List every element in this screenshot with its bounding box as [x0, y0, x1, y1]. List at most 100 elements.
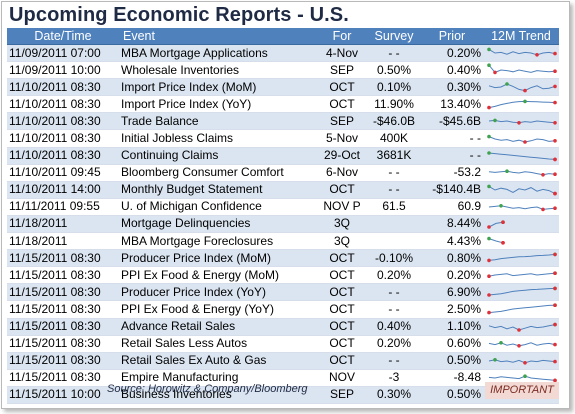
column-header-event: Event	[119, 28, 317, 45]
date-cell: 11/10/2011 09:45	[7, 164, 119, 182]
date-cell: 11/15/2011 08:30	[7, 318, 119, 336]
for-cell: OCT	[317, 335, 367, 353]
prior-cell: 1.10%	[421, 318, 483, 336]
trend-last-marker	[553, 322, 557, 326]
trend-last-marker	[553, 191, 557, 196]
trend-last-marker	[553, 252, 557, 257]
trend-line	[488, 375, 556, 381]
for-cell: OCT	[317, 352, 367, 370]
trend-line	[488, 101, 556, 109]
trend-last-marker	[553, 303, 557, 308]
table-row: 11/09/2011 07:00 MBA Mortgage Application…	[7, 44, 559, 63]
survey-cell: 0.50%	[367, 61, 421, 80]
column-header-survey: Survey	[367, 28, 421, 45]
trend-cell	[483, 266, 559, 285]
trend-low-marker	[517, 327, 521, 332]
table-row: 11/18/2011 MBA Mortgage Foreclosures 3Q 4.4…	[7, 232, 559, 251]
date-cell: 11/18/2011	[7, 215, 119, 234]
trend-line	[488, 185, 556, 194]
prior-cell: 0.50%	[421, 386, 483, 404]
trend-low-marker	[535, 53, 539, 57]
trend-last-marker	[553, 342, 557, 347]
trend-line	[488, 238, 504, 244]
trend-last-marker	[553, 286, 557, 291]
column-header-date-time: Date/Time	[7, 28, 119, 45]
event-cell: Mortgage Delinquencies	[119, 215, 317, 234]
trend-cell	[483, 95, 559, 114]
trend-low-marker	[541, 172, 545, 177]
prior-cell: 0.20%	[421, 44, 483, 63]
prior-cell: - -	[421, 129, 483, 148]
table-row: 11/10/2011 08:30 Continuing Claims 29-Oct 3…	[7, 147, 559, 165]
survey-cell	[367, 215, 421, 234]
trend-last-marker	[553, 206, 557, 210]
for-cell: 29-Oct	[317, 147, 367, 165]
trend-high-marker	[505, 169, 509, 173]
table-row: 11/18/2011 Mortgage Delinquencies 3Q 8.44%	[7, 215, 559, 234]
table-row: 11/15/2011 08:30 PPI Ex Food & Energy (Yo…	[7, 300, 559, 319]
trend-line	[488, 323, 556, 331]
date-cell: 11/15/2011 08:30	[7, 300, 119, 319]
trend-low-marker	[487, 106, 491, 110]
survey-cell: 0.20%	[367, 335, 421, 353]
prior-cell: 13.40%	[421, 95, 483, 114]
trend-high-marker	[505, 82, 509, 87]
table-body: 11/09/2011 07:00 MBA Mortgage Application…	[7, 44, 559, 404]
trend-high-marker	[487, 134, 491, 138]
trend-low-marker	[517, 343, 521, 348]
trend-line	[488, 254, 556, 262]
trend-low-marker	[487, 225, 491, 229]
column-header-prior: Prior	[421, 28, 483, 45]
trend-last-marker	[553, 359, 557, 364]
survey-cell: -3	[367, 369, 421, 387]
prior-cell: -$45.6B	[421, 112, 483, 131]
trend-line	[488, 288, 556, 296]
table-row: 11/09/2011 10:00 Wholesale Inventories SEP…	[7, 61, 559, 80]
event-cell: Producer Price Index (YoY)	[119, 283, 317, 302]
event-cell: Trade Balance	[119, 112, 317, 131]
trend-low-marker	[523, 360, 527, 365]
trend-line	[488, 205, 556, 210]
trend-sparkline	[488, 322, 557, 332]
for-cell: 4-Nov	[317, 44, 367, 63]
trend-high-marker	[487, 150, 491, 155]
table-header-row: Date/Time Event For Survey Prior 12M Tre…	[7, 28, 559, 45]
trend-line	[488, 272, 556, 277]
trend-last-marker	[553, 271, 557, 276]
survey-cell: -0.10%	[367, 249, 421, 268]
event-cell: Import Price Index (MoM)	[119, 78, 317, 97]
prior-cell: 0.80%	[421, 249, 483, 268]
prior-cell: 0.40%	[421, 61, 483, 80]
for-cell: OCT	[317, 318, 367, 336]
trend-line	[488, 359, 556, 364]
date-cell: 11/10/2011 14:00	[7, 181, 119, 199]
survey-cell: 0.30%	[367, 386, 421, 404]
survey-cell: - -	[367, 300, 421, 319]
trend-line	[488, 49, 556, 56]
trend-low-marker	[487, 311, 491, 315]
table-row: 11/10/2011 14:00 Monthly Budget Statement…	[7, 181, 559, 199]
trend-cell	[483, 198, 559, 216]
prior-cell: 6.90%	[421, 283, 483, 302]
trend-cell	[483, 181, 559, 199]
trend-cell	[483, 300, 559, 319]
trend-sparkline	[487, 63, 557, 75]
table-row: 11/10/2011 08:30 Import Price Index (YoY)…	[7, 95, 559, 114]
date-cell: 11/09/2011 07:00	[7, 44, 119, 63]
event-cell: Bloomberg Consumer Comfort	[119, 164, 317, 182]
table-row: 11/10/2011 08:30 Import Price Index (MoM)…	[7, 78, 559, 97]
trend-sparkline	[487, 99, 557, 110]
event-cell: Producer Price Index (MoM)	[119, 249, 317, 268]
event-cell: MBA Mortgage Applications	[119, 44, 317, 63]
trend-sparkline	[487, 236, 505, 245]
trend-cell	[483, 318, 559, 336]
for-cell: SEP	[317, 61, 367, 80]
date-cell: 11/15/2011 08:30	[7, 352, 119, 370]
table-row: 11/15/2011 08:30 Empire Manufacturing NOV -…	[7, 369, 559, 387]
date-cell: 11/15/2011 08:30	[7, 249, 119, 268]
trend-sparkline	[487, 286, 557, 298]
event-cell: PPI Ex Food & Energy (MoM)	[119, 266, 317, 285]
date-cell: 11/15/2011 08:30	[7, 335, 119, 353]
table-row: 11/15/2011 08:30 Retail Sales Ex Auto & G…	[7, 352, 559, 370]
date-cell: 11/10/2011 08:30	[7, 95, 119, 114]
